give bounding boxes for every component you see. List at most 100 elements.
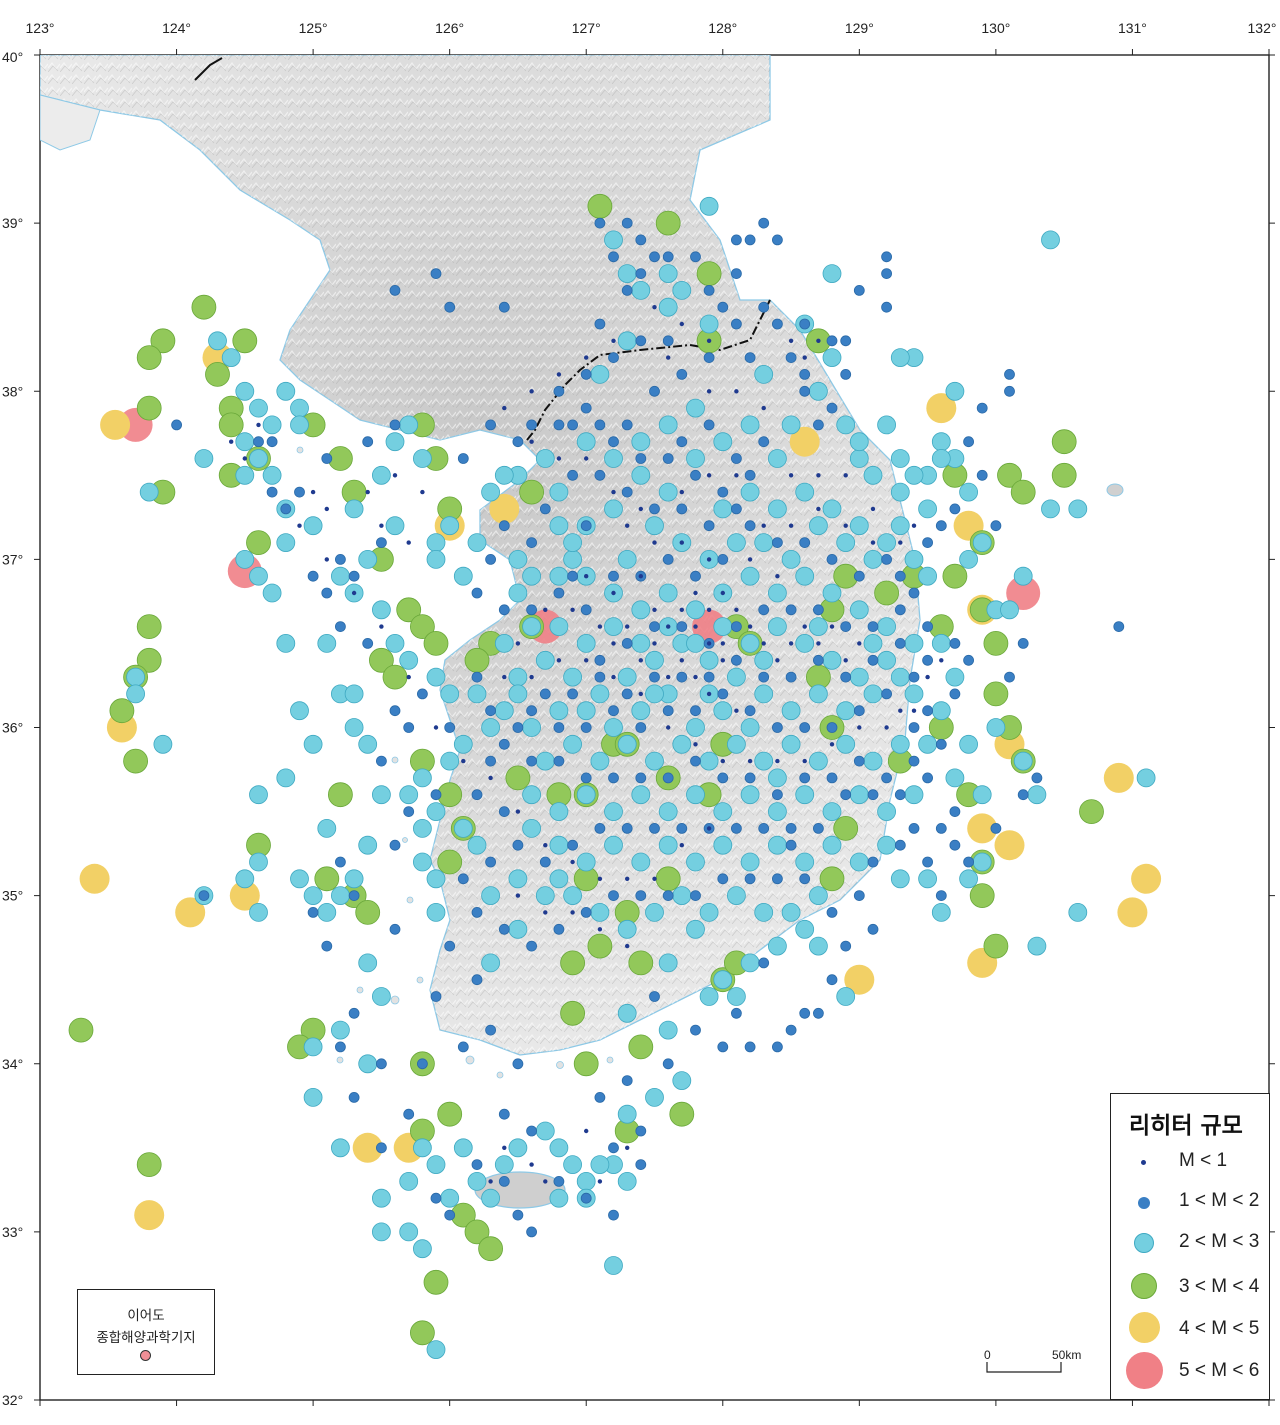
quake-m3 <box>1051 462 1077 488</box>
quake-m1 <box>976 469 988 481</box>
quake-m3 <box>819 866 845 892</box>
quake-m2 <box>1000 600 1019 620</box>
quake-m2 <box>399 415 419 435</box>
quake-m0 <box>652 540 657 545</box>
quake-m1 <box>457 873 469 885</box>
quake-m1 <box>894 604 906 616</box>
quake-m1 <box>444 301 456 313</box>
quake-m2 <box>604 617 623 636</box>
quake-m1 <box>717 486 729 498</box>
quake-m2 <box>262 415 282 435</box>
quake-m1 <box>676 621 688 632</box>
quake-m0 <box>556 658 562 663</box>
quake-m1 <box>799 873 811 885</box>
quake-m0 <box>666 725 671 730</box>
quake-m2 <box>631 634 651 653</box>
quake-m1 <box>731 268 742 280</box>
quake-m3 <box>587 933 613 959</box>
quake-m1 <box>744 772 756 784</box>
quake-m1 <box>744 469 756 481</box>
quake-m2 <box>809 936 828 956</box>
quake-m2 <box>153 734 173 754</box>
quake-m2 <box>412 449 432 468</box>
quake-m0 <box>857 641 862 646</box>
quake-m1 <box>389 839 401 851</box>
quake-m2 <box>126 667 146 687</box>
quake-m3 <box>519 479 544 505</box>
quake-m2 <box>809 381 828 401</box>
quake-m3 <box>983 681 1009 707</box>
quake-m0 <box>843 523 848 528</box>
quake-m2 <box>849 667 869 687</box>
quake-m1 <box>744 234 756 246</box>
quake-m2 <box>836 701 856 721</box>
quake-m1 <box>457 1041 469 1053</box>
quake-m0 <box>761 641 766 646</box>
quake-m2 <box>590 684 610 704</box>
quake-m1 <box>731 1007 742 1019</box>
quake-m1 <box>621 638 633 649</box>
quake-m0 <box>843 658 848 663</box>
quake-m3 <box>983 631 1009 656</box>
quake-m2 <box>481 718 501 737</box>
quake-m1 <box>703 671 715 683</box>
quake-m2 <box>781 701 801 721</box>
quake-m2 <box>727 734 746 754</box>
quake-m4 <box>352 1132 383 1163</box>
quake-m2 <box>1013 751 1033 771</box>
y-tick-label: 36° <box>2 720 23 736</box>
quake-m3 <box>655 866 681 892</box>
quake-m2 <box>863 550 883 569</box>
quake-m1 <box>717 688 729 700</box>
quake-m0 <box>625 523 630 528</box>
quake-m1 <box>908 722 920 733</box>
quake-m1 <box>444 722 456 733</box>
quake-m0 <box>816 641 821 646</box>
quake-m2 <box>604 802 623 821</box>
quake-m1 <box>881 688 892 700</box>
quake-m2 <box>563 550 582 569</box>
quake-m1 <box>539 503 551 515</box>
quake-m1 <box>1004 385 1015 397</box>
quake-m2 <box>740 482 760 502</box>
quake-m1 <box>430 268 442 280</box>
quake-m2 <box>836 987 856 1006</box>
quake-m2 <box>727 533 746 552</box>
quake-m2 <box>890 667 910 687</box>
quake-m2 <box>262 465 282 485</box>
quake-m2 <box>549 617 569 636</box>
quake-m0 <box>802 355 807 360</box>
quake-m1 <box>649 621 660 632</box>
quake-m1 <box>635 335 647 347</box>
quake-m0 <box>666 624 671 629</box>
quake-m1 <box>867 654 879 666</box>
quake-m2 <box>522 566 541 586</box>
quake-m1 <box>485 856 497 868</box>
quake-m2 <box>604 718 623 737</box>
quake-m1 <box>334 554 346 565</box>
quake-m1 <box>498 604 510 616</box>
quake-m1 <box>635 268 647 280</box>
quake-m2 <box>890 869 910 889</box>
quake-m1 <box>416 688 428 700</box>
quake-m1 <box>580 772 592 784</box>
quake-m2 <box>754 751 774 771</box>
quake-m3 <box>136 614 162 639</box>
quake-m1 <box>608 1209 619 1221</box>
quake-m2 <box>686 785 705 805</box>
quake-m1 <box>594 1092 606 1103</box>
quake-m1 <box>908 755 920 767</box>
quake-m1 <box>539 856 551 868</box>
quake-m0 <box>720 641 725 646</box>
quake-m0 <box>788 641 794 646</box>
quake-m2 <box>276 533 296 552</box>
quake-m2 <box>713 432 733 452</box>
quake-m2 <box>617 667 637 687</box>
quake-m0 <box>788 338 794 343</box>
quake-m2 <box>604 1256 623 1275</box>
dmz-line <box>526 299 771 441</box>
quake-m2 <box>576 634 596 653</box>
quake-m2 <box>645 903 664 922</box>
quake-m3 <box>437 1101 463 1127</box>
quake-m1 <box>813 419 824 431</box>
